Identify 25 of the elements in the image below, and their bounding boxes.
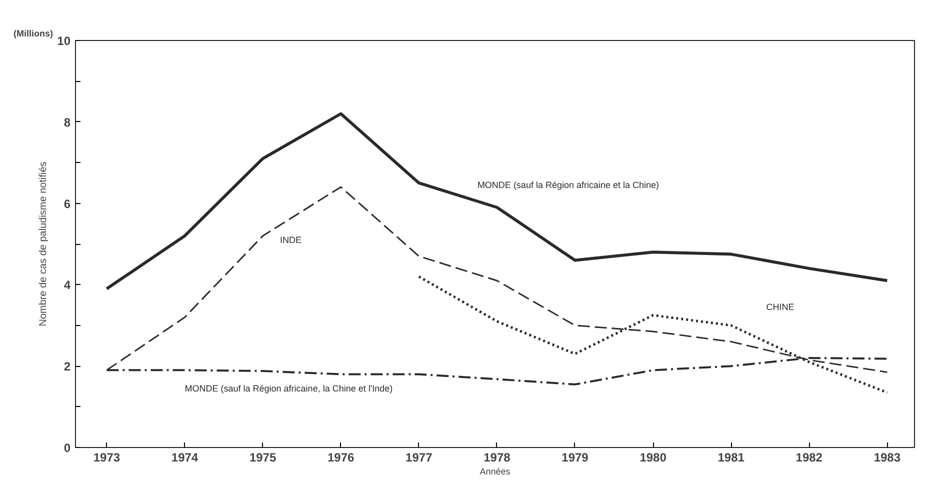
x-tick-label: 1974 bbox=[171, 450, 198, 464]
y-axis-title: Nombre de cas de paludisme notifiés bbox=[38, 162, 50, 326]
x-tick-label: 1976 bbox=[328, 450, 355, 464]
x-tick-label: 1981 bbox=[718, 450, 745, 464]
y-tick-label: 4 bbox=[64, 278, 71, 292]
y-tick-label: 2 bbox=[64, 360, 71, 374]
x-tick-label: 1980 bbox=[640, 450, 667, 464]
x-tick-label: 1975 bbox=[249, 450, 276, 464]
series-label: MONDE (sauf la Région africaine, la Chine et l'Inde) bbox=[184, 383, 393, 394]
x-tick-label: 1982 bbox=[796, 450, 823, 464]
text: CHINE bbox=[766, 302, 794, 312]
text: (Millions) bbox=[14, 28, 53, 38]
x-tick-label: 1973 bbox=[93, 450, 120, 464]
x-tick-label: 1979 bbox=[562, 450, 589, 464]
y-tick-label: 0 bbox=[64, 441, 71, 455]
x-tick-label: 1978 bbox=[484, 450, 511, 464]
y-tick-label: 6 bbox=[64, 196, 71, 211]
x-tick-label: 1977 bbox=[406, 450, 433, 464]
x-axis-title: Années bbox=[480, 466, 511, 476]
x-tick-label: 1983 bbox=[874, 450, 901, 464]
line-series bbox=[105, 112, 889, 290]
y-tick-label: 8 bbox=[64, 115, 71, 130]
series-label: INDE bbox=[280, 234, 302, 245]
y-tick-label: 10 bbox=[57, 34, 71, 48]
series-label: MONDE (sauf la Région africaine et la Chine) bbox=[477, 180, 660, 190]
